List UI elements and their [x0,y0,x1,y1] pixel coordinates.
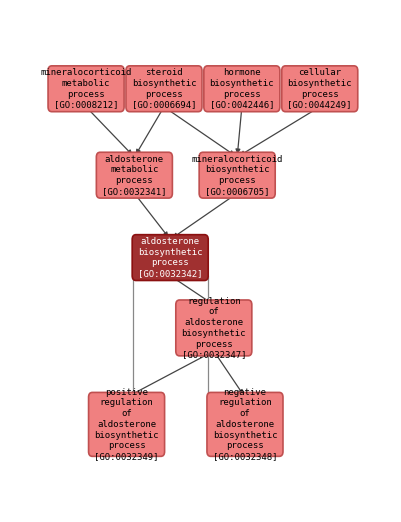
FancyBboxPatch shape [198,152,275,198]
Text: positive
regulation
of
aldosterone
biosynthetic
process
[GO:0032349]: positive regulation of aldosterone biosy… [94,388,158,461]
FancyBboxPatch shape [207,393,282,456]
Text: aldosterone
metabolic
process
[GO:0032341]: aldosterone metabolic process [GO:003234… [102,155,166,196]
Text: negative
regulation
of
aldosterone
biosynthetic
process
[GO:0032348]: negative regulation of aldosterone biosy… [212,388,277,461]
FancyBboxPatch shape [132,235,208,280]
Text: mineralocorticoid
biosynthetic
process
[GO:0006705]: mineralocorticoid biosynthetic process [… [191,155,282,196]
FancyBboxPatch shape [203,66,279,112]
FancyBboxPatch shape [126,66,201,112]
Text: hormone
biosynthetic
process
[GO:0042446]: hormone biosynthetic process [GO:0042446… [209,68,273,110]
FancyBboxPatch shape [88,393,164,456]
Text: steroid
biosynthetic
process
[GO:0006694]: steroid biosynthetic process [GO:0006694… [132,68,196,110]
Text: mineralocorticoid
metabolic
process
[GO:0008212]: mineralocorticoid metabolic process [GO:… [40,68,132,110]
Text: cellular
biosynthetic
process
[GO:0044249]: cellular biosynthetic process [GO:004424… [287,68,351,110]
FancyBboxPatch shape [281,66,357,112]
FancyBboxPatch shape [96,152,172,198]
FancyBboxPatch shape [175,300,251,356]
Text: aldosterone
biosynthetic
process
[GO:0032342]: aldosterone biosynthetic process [GO:003… [138,237,202,278]
Text: regulation
of
aldosterone
biosynthetic
process
[GO:0032347]: regulation of aldosterone biosynthetic p… [181,296,245,359]
FancyBboxPatch shape [48,66,124,112]
